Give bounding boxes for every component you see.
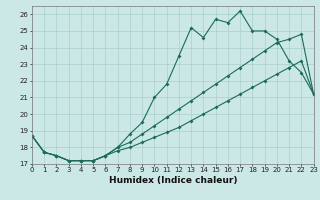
- X-axis label: Humidex (Indice chaleur): Humidex (Indice chaleur): [108, 176, 237, 185]
